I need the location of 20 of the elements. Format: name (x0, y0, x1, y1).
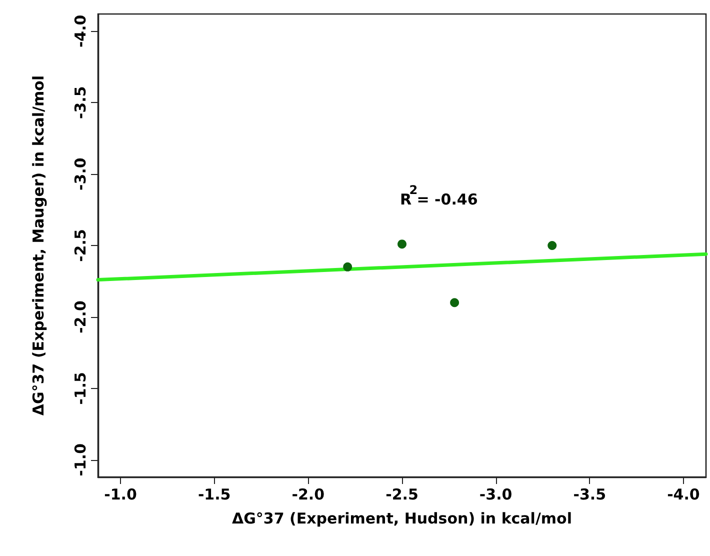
x-tick-label: -2.0 (292, 486, 325, 504)
x-tick-label: -1.5 (198, 486, 231, 504)
x-tick-label: -3.0 (479, 486, 512, 504)
y-tick-label: -1.5 (72, 372, 90, 405)
y-tick-label: -2.5 (72, 229, 90, 262)
point (343, 262, 352, 272)
x-tick-label: -2.5 (386, 486, 418, 504)
y-tick-label: -3.0 (72, 158, 90, 190)
y-tick-label: -4.0 (72, 14, 90, 48)
y-tick-label: -2.0 (72, 300, 90, 334)
point (398, 240, 406, 249)
point (548, 241, 557, 250)
x-tick-label: -3.5 (573, 486, 606, 504)
point (450, 298, 460, 308)
y-axis-title: ΔG°37 (Experiment, Mauger) in kcal/mol (30, 75, 48, 416)
x-axis-title: ΔG°37 (Experiment, Hudson) in kcal/mol (232, 510, 572, 528)
y-tick-label: -3.5 (72, 86, 90, 120)
y-tick-label: -1.0 (72, 443, 90, 476)
x-tick-label: -4.0 (667, 486, 700, 504)
x-tick-label: -1.0 (104, 486, 137, 504)
